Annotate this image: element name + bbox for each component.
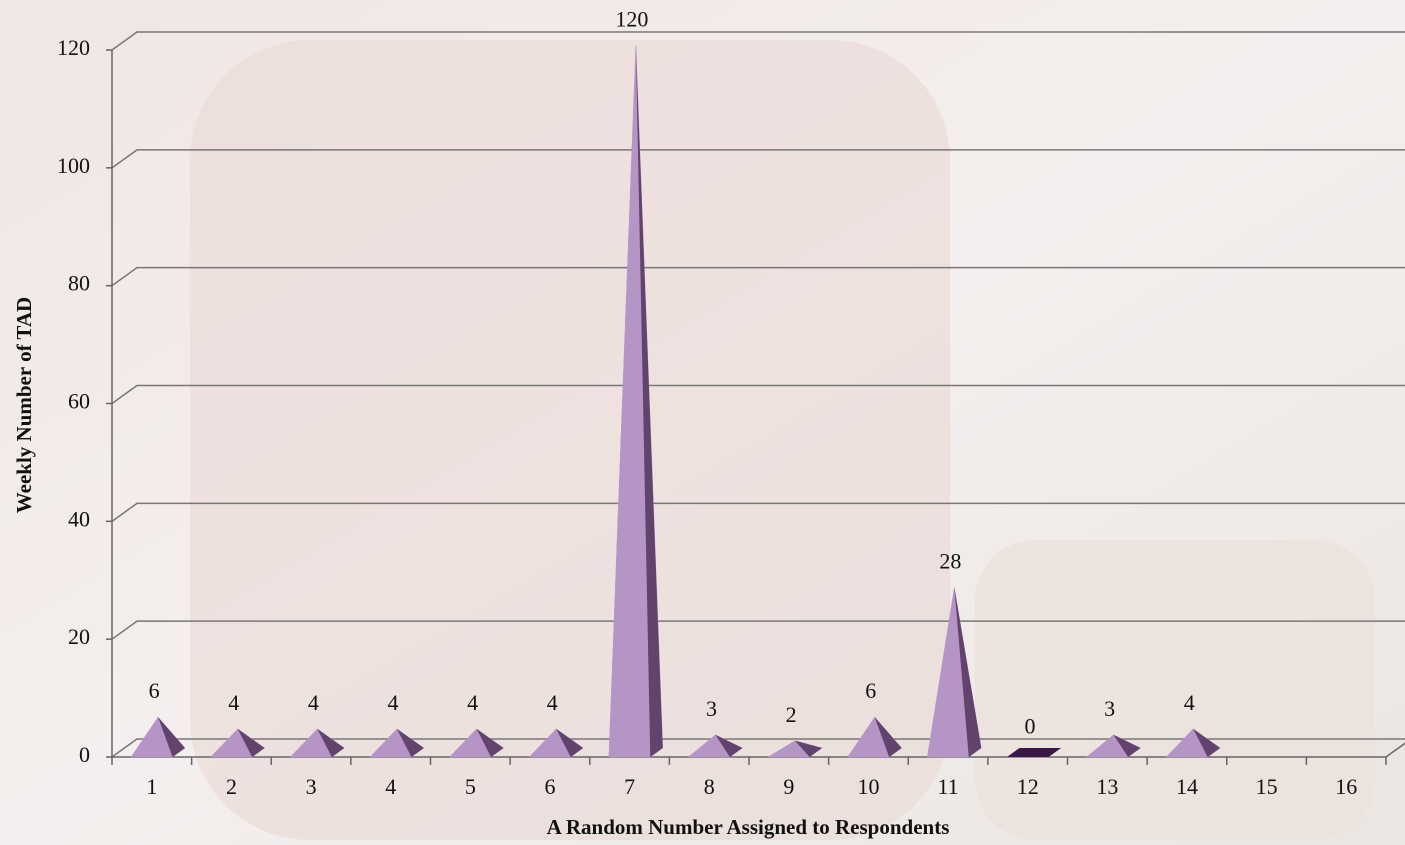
pyramid bbox=[767, 740, 823, 758]
bottle-shape bbox=[975, 540, 1375, 840]
pyramid-shade bbox=[396, 728, 424, 757]
pyramid-shade bbox=[317, 728, 345, 757]
x-axis-depth bbox=[1385, 742, 1405, 758]
x-tick-label: 3 bbox=[306, 774, 317, 799]
x-tick-label: 8 bbox=[704, 774, 715, 799]
value-label: 0 bbox=[1024, 714, 1035, 739]
x-tick-label: 4 bbox=[385, 774, 396, 799]
bottle-shape bbox=[190, 40, 950, 840]
y-tick-label: 0 bbox=[79, 742, 90, 767]
value-label: 4 bbox=[387, 690, 398, 715]
x-tick-label: 10 bbox=[857, 774, 879, 799]
pyramid-shade bbox=[158, 717, 186, 757]
pyramid-shade bbox=[1193, 728, 1221, 757]
y-tick-label: 120 bbox=[57, 35, 90, 60]
pyramid-base bbox=[1006, 748, 1061, 757]
pyramid bbox=[289, 728, 345, 758]
pyramid bbox=[927, 587, 982, 758]
y-axis-title: Weekly Number of TAD bbox=[12, 297, 36, 513]
value-label: 4 bbox=[308, 690, 319, 715]
pyramid bbox=[369, 728, 425, 758]
grid-line bbox=[111, 620, 1405, 640]
x-tick-label: 2 bbox=[226, 774, 237, 799]
pyramid bbox=[210, 728, 266, 758]
x-tick-label: 1 bbox=[146, 774, 157, 799]
pyramid-shade bbox=[795, 740, 823, 757]
value-label: 2 bbox=[786, 702, 797, 727]
value-label: 4 bbox=[228, 690, 239, 715]
x-tick-label: 14 bbox=[1176, 774, 1198, 799]
value-label: 3 bbox=[1104, 696, 1115, 721]
y-tick-label: 60 bbox=[68, 389, 90, 414]
value-label: 6 bbox=[865, 678, 876, 703]
pyramid bbox=[687, 734, 743, 758]
plot: 0204060801001201624344454647120839210611… bbox=[57, 7, 1405, 799]
value-label: 120 bbox=[615, 7, 648, 32]
grid-line bbox=[111, 149, 1405, 169]
pyramid-shade bbox=[237, 728, 265, 757]
value-label: 6 bbox=[149, 678, 160, 703]
pyramid-shade bbox=[476, 728, 504, 757]
grid-line bbox=[111, 738, 1405, 758]
x-tick-label: 11 bbox=[937, 774, 958, 799]
x-tick-label: 13 bbox=[1096, 774, 1118, 799]
value-label: 4 bbox=[1184, 690, 1195, 715]
x-tick-label: 15 bbox=[1256, 774, 1278, 799]
pyramid-shade bbox=[556, 728, 584, 757]
pyramid-shade bbox=[715, 734, 743, 757]
pyramid-shade bbox=[635, 45, 663, 757]
pyramid bbox=[130, 716, 186, 758]
grid-line bbox=[111, 502, 1405, 522]
grid-line bbox=[111, 31, 1405, 51]
value-label: 28 bbox=[939, 549, 961, 574]
x-tick-label: 12 bbox=[1017, 774, 1039, 799]
pyramid-shade bbox=[954, 587, 982, 757]
x-tick-label: 16 bbox=[1335, 774, 1357, 799]
pyramid-shade bbox=[874, 717, 902, 757]
x-tick-label: 9 bbox=[783, 774, 794, 799]
pyramid bbox=[1006, 747, 1062, 758]
x-tick-label: 7 bbox=[624, 774, 635, 799]
value-label: 4 bbox=[547, 690, 558, 715]
grid-line bbox=[111, 266, 1405, 287]
pyramid bbox=[449, 728, 504, 758]
y-tick-label: 40 bbox=[68, 506, 90, 531]
x-axis-title: A Random Number Assigned to Respondents bbox=[547, 815, 950, 839]
pyramid bbox=[528, 728, 584, 758]
x-tick-label: 5 bbox=[465, 774, 476, 799]
pyramid bbox=[1085, 734, 1142, 758]
value-label: 3 bbox=[706, 696, 717, 721]
pyramid bbox=[1165, 728, 1221, 758]
pyramid bbox=[847, 716, 903, 758]
pyramid bbox=[608, 45, 664, 758]
grid-line bbox=[111, 384, 1405, 405]
x-tick-label: 6 bbox=[544, 774, 555, 799]
pyramid-shade bbox=[1113, 734, 1141, 757]
y-tick-label: 20 bbox=[68, 624, 90, 649]
y-tick-label: 80 bbox=[68, 271, 90, 296]
y-tick-label: 100 bbox=[57, 153, 90, 178]
value-label: 4 bbox=[467, 690, 478, 715]
